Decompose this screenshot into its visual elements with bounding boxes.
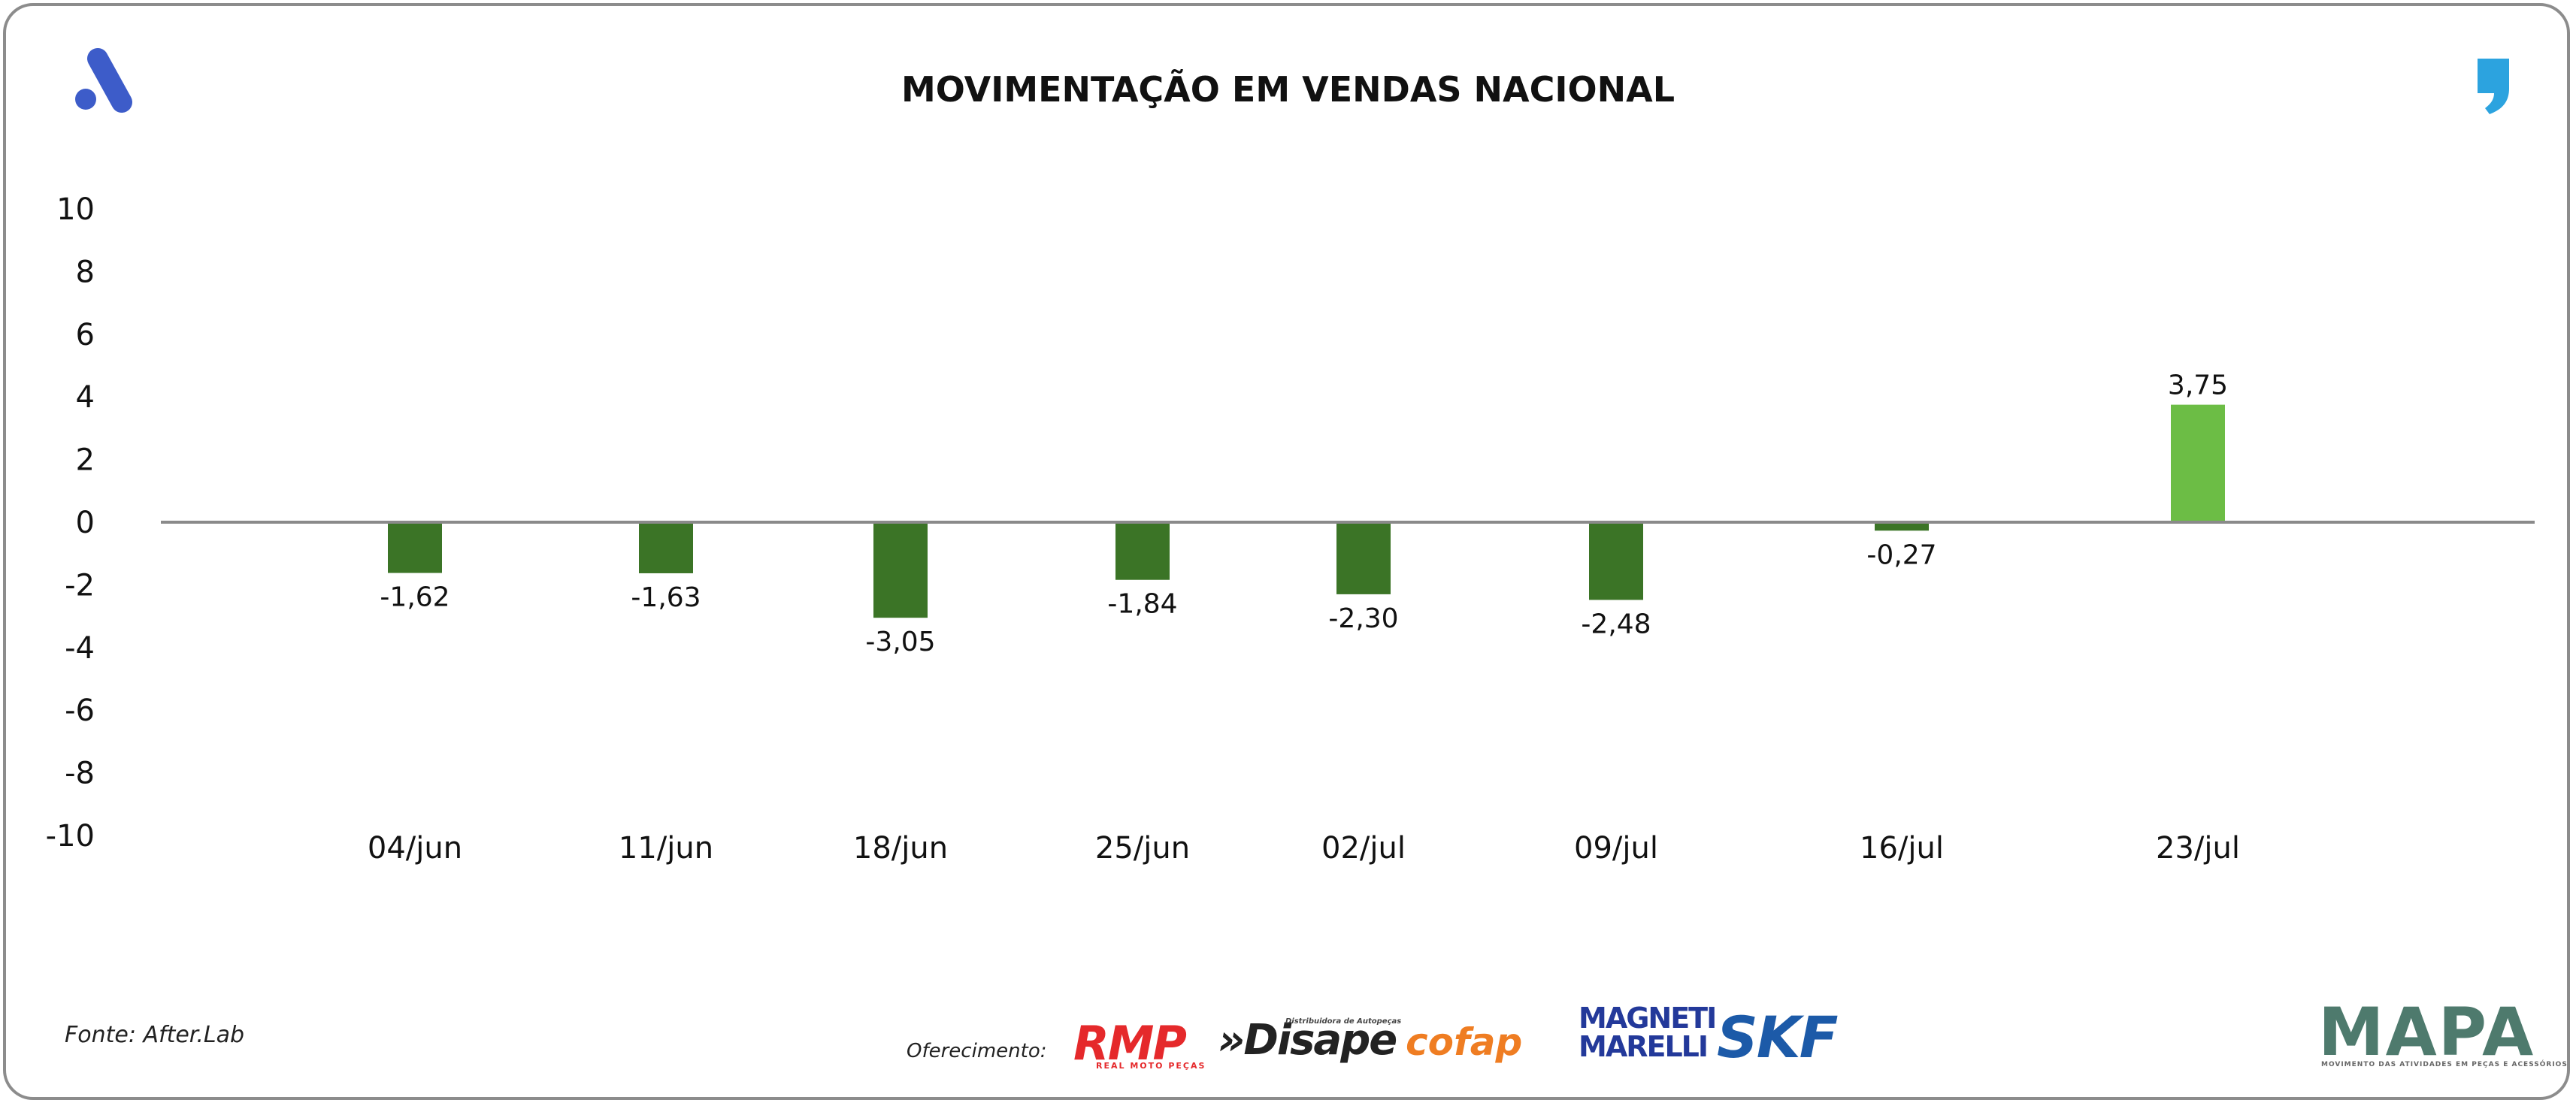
- data-label: 3,75: [2168, 370, 2228, 401]
- x-tick-label: 11/jun: [619, 831, 713, 866]
- cofap-logo: cofap: [1406, 1020, 1523, 1064]
- bar: [1875, 522, 1929, 531]
- bar: [639, 522, 693, 573]
- skf-logo: SKF: [1717, 1004, 1839, 1071]
- y-tick-label: 2: [76, 443, 95, 478]
- mapa-logo: MAPA: [2318, 993, 2535, 1071]
- magneti-marelli-logo-line2: MARELLI: [1579, 1030, 1709, 1063]
- y-tick-label: 4: [76, 380, 95, 415]
- data-label: -3,05: [865, 627, 935, 657]
- data-label: -2,30: [1328, 603, 1398, 634]
- y-tick-label: 10: [56, 192, 95, 227]
- y-tick-label: 8: [76, 255, 95, 289]
- x-tick-label: 23/jul: [2156, 831, 2240, 866]
- y-tick-label: -6: [65, 694, 95, 728]
- x-tick-label: 16/jul: [1860, 831, 1944, 866]
- x-tick-label: 09/jul: [1574, 831, 1658, 866]
- bar: [1115, 522, 1170, 580]
- source-note: Fonte: After.Lab: [65, 1022, 245, 1048]
- x-tick-label: 25/jun: [1095, 831, 1190, 866]
- bar: [1336, 522, 1391, 594]
- bar: [873, 522, 928, 618]
- data-label: -1,63: [631, 582, 701, 613]
- data-label: -1,84: [1107, 589, 1177, 620]
- sponsor-label: Oferecimento:: [907, 1040, 1047, 1062]
- x-tick-label: 18/jun: [853, 831, 948, 866]
- letter-a-logo-icon: [75, 48, 132, 113]
- x-tick-label: 04/jun: [368, 831, 462, 866]
- mapa-logo-subtitle: MOVIMENTO DAS ATIVIDADES EM PEÇAS E ACES…: [2321, 1061, 2568, 1068]
- data-label: -0,27: [1866, 539, 1936, 570]
- quote-mark-logo-icon: [2478, 59, 2509, 114]
- y-tick-label: -2: [65, 568, 95, 603]
- bar: [1589, 522, 1643, 600]
- disape-logo-subtitle: Distribuidora de Autopeças: [1285, 1017, 1402, 1026]
- y-tick-label: 0: [76, 506, 95, 540]
- magneti-marelli-logo-line1: MAGNETI: [1579, 1002, 1717, 1035]
- rmp-logo: RMP: [1073, 1016, 1187, 1071]
- magneti-marelli-logo: MAGNETI MARELLI: [1579, 1002, 1717, 1063]
- y-tick-label: 6: [76, 318, 95, 352]
- bar: [388, 522, 442, 573]
- y-tick-label: -4: [65, 631, 95, 666]
- chart-title: MOVIMENTAÇÃO EM VENDAS NACIONAL: [901, 69, 1675, 110]
- data-label: -2,48: [1581, 609, 1651, 639]
- data-label: -1,62: [380, 582, 450, 613]
- y-tick-label: -10: [46, 819, 95, 854]
- rmp-logo-subtitle: REAL MOTO PEÇAS: [1096, 1061, 1206, 1071]
- bar: [2171, 404, 2225, 522]
- y-tick-label: -8: [65, 757, 95, 791]
- x-tick-label: 02/jul: [1321, 831, 1406, 866]
- disape-logo: »Disape: [1218, 1016, 1397, 1065]
